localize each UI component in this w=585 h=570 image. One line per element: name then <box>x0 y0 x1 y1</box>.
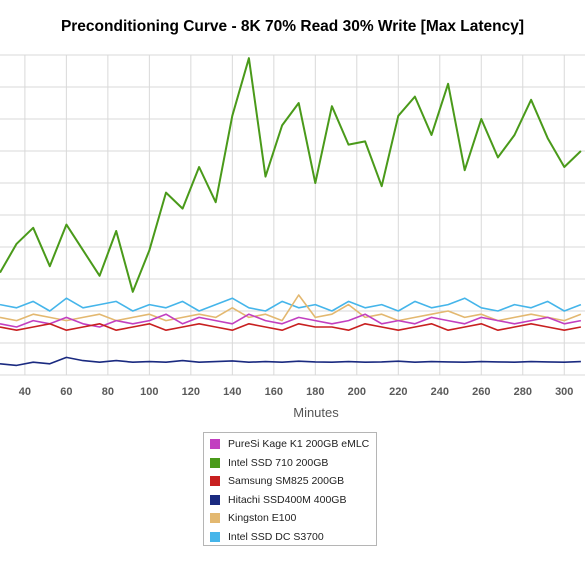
x-tick-label: 120 <box>182 386 200 398</box>
legend-label: Samsung SM825 200GB <box>228 475 345 488</box>
series-line-intel-ssd-710-200gb <box>0 57 582 293</box>
x-tick-label: 300 <box>555 386 573 398</box>
x-tick-label: 240 <box>431 386 449 398</box>
x-axis-label: Minutes <box>293 405 339 420</box>
x-tick-label: 220 <box>389 386 407 398</box>
x-tick-label: 140 <box>223 386 241 398</box>
series-lines <box>0 57 582 367</box>
legend-item[interactable]: PureSi Kage K1 200GB eMLC <box>204 435 376 454</box>
x-tick-label: 60 <box>60 386 72 398</box>
legend-swatch <box>210 513 220 524</box>
x-tick-label: 160 <box>265 386 283 398</box>
x-tick-label: 260 <box>472 386 490 398</box>
x-tick-label: 180 <box>306 386 324 398</box>
legend-item[interactable]: Intel SSD 710 200GB <box>204 454 376 473</box>
series-line-samsung-sm825-200gb <box>0 323 582 331</box>
legend-swatch <box>210 457 220 468</box>
legend-item[interactable]: Samsung SM825 200GB <box>204 472 376 491</box>
legend-label: Intel SSD 710 200GB <box>228 456 329 469</box>
chart-title: Preconditioning Curve - 8K 70% Read 30% … <box>60 18 525 35</box>
legend-swatch <box>210 531 220 542</box>
legend-swatch <box>210 494 220 505</box>
series-line-kingston-e100 <box>0 294 582 322</box>
x-axis-ticks: 40 60 80 100 120 140 160 180 200 220 240 260 280 300 <box>19 386 574 398</box>
series-line-hitachi-ssd400m-400gb <box>0 356 581 367</box>
x-tick-label: 40 <box>19 386 31 398</box>
legend-label: PureSi Kage K1 200GB eMLC <box>228 438 370 451</box>
legend-item[interactable]: Kingston E100 <box>204 509 376 528</box>
legend-label: Intel SSD DC S3700 <box>228 530 324 543</box>
x-tick-label: 200 <box>348 386 366 398</box>
x-tick-label: 100 <box>140 386 158 398</box>
series-line-puresi-kage-k1-200gb-emlc <box>0 313 582 328</box>
legend-swatch <box>210 476 220 487</box>
legend-item[interactable]: Intel SSD DC S3700 <box>204 528 376 547</box>
series-line-intel-ssd-dc-s3700 <box>0 297 582 312</box>
legend-swatch <box>210 439 220 450</box>
x-tick-label: 80 <box>102 386 114 398</box>
legend-label: Kingston E100 <box>228 512 297 525</box>
legend-item[interactable]: Hitachi SSD400M 400GB <box>204 491 376 510</box>
legend: PureSi Kage K1 200GB eMLC Intel SSD 710 2… <box>203 432 377 546</box>
legend-label: Hitachi SSD400M 400GB <box>228 493 347 506</box>
x-tick-label: 280 <box>514 386 532 398</box>
